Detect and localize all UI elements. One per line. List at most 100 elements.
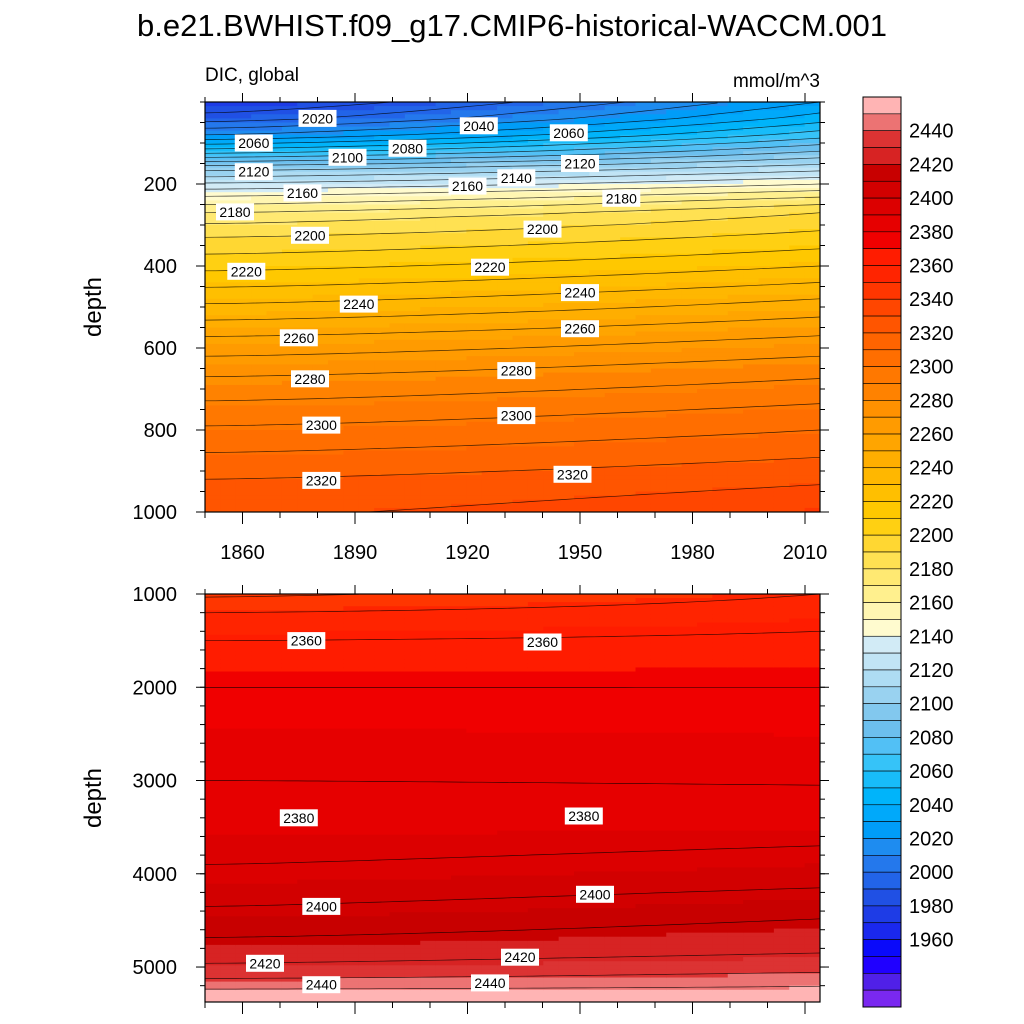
field-cell [266, 638, 283, 644]
field-cell [374, 356, 391, 361]
field-cell [205, 307, 221, 312]
field-cell [466, 233, 483, 238]
field-cell [773, 327, 790, 333]
field-cell [435, 110, 452, 115]
field-cell [650, 302, 667, 308]
field-cell [297, 499, 314, 505]
field-cell [758, 466, 775, 472]
field-cell [389, 163, 406, 169]
field-cell [604, 368, 621, 374]
field-cell [789, 450, 806, 456]
field-cell [251, 294, 268, 300]
field-cell [358, 159, 375, 165]
field-cell [481, 294, 498, 300]
field-cell [205, 225, 221, 230]
field-cell [220, 630, 237, 636]
field-cell [697, 331, 713, 337]
field-cell [743, 319, 760, 324]
field-cell [281, 687, 298, 693]
field-cell [205, 716, 221, 722]
field-cell [205, 389, 221, 394]
field-cell [404, 130, 421, 136]
field-cell [281, 655, 298, 660]
field-cell [743, 253, 760, 259]
field-cell [451, 376, 467, 382]
field-cell [604, 216, 621, 222]
field-cell [312, 728, 329, 734]
field-cell [281, 102, 298, 107]
field-cell [235, 298, 252, 304]
contour-line [205, 122, 820, 150]
field-cell [220, 981, 237, 987]
field-cell [497, 356, 514, 361]
field-cell [251, 430, 268, 435]
field-cell [604, 290, 621, 296]
field-cell [220, 380, 237, 386]
field-cell [435, 327, 452, 333]
field-cell [466, 302, 483, 308]
field-cell [404, 405, 421, 411]
field-cell [435, 216, 452, 222]
field-cell [205, 798, 221, 803]
field-cell [281, 368, 298, 374]
field-cell [358, 286, 375, 292]
contour-label-box [283, 184, 322, 202]
field-cell [205, 846, 221, 852]
field-cell [374, 274, 391, 279]
field-cell [804, 126, 820, 132]
field-cell [312, 204, 329, 210]
field-cell [773, 348, 790, 353]
field-cell [574, 450, 590, 456]
field-cell [389, 413, 406, 419]
field-cell [235, 900, 252, 905]
field-cell [481, 384, 498, 390]
field-cell [220, 622, 237, 628]
field-cell [681, 200, 698, 206]
field-cell [543, 167, 560, 173]
field-cell [220, 769, 237, 775]
field-cell [281, 761, 298, 766]
field-cell [251, 225, 268, 230]
field-cell [604, 491, 621, 497]
field-cell [281, 753, 298, 758]
field-cell [404, 499, 421, 505]
field-cell [697, 282, 713, 288]
field-cell [758, 167, 775, 173]
field-cell [435, 188, 452, 193]
field-cell [635, 110, 652, 115]
field-cell [358, 364, 375, 370]
contour-line [205, 230, 820, 255]
field-cell [235, 895, 252, 901]
field-cell [497, 307, 514, 312]
field-cell [697, 225, 713, 230]
field-cell [773, 122, 790, 128]
field-cell [512, 134, 529, 140]
field-cell [251, 806, 268, 811]
field-cell [743, 110, 760, 115]
field-cell [466, 249, 483, 255]
field-cell [804, 307, 820, 312]
field-cell [281, 740, 298, 746]
field-cell [697, 430, 713, 435]
field-cell [543, 434, 560, 439]
field-cell [235, 179, 252, 185]
field-cell [420, 495, 437, 501]
field-cell [743, 163, 760, 169]
field-cell [773, 220, 790, 226]
field-cell [773, 487, 790, 493]
field-cell [558, 233, 575, 238]
field-cell [205, 679, 221, 685]
field-cell [251, 916, 268, 921]
field-cell [527, 499, 544, 505]
field-cell [604, 241, 621, 247]
field-cell [558, 208, 575, 214]
field-cell [220, 278, 237, 283]
field-cell [512, 233, 529, 238]
field-cell [251, 319, 268, 324]
field-cell [404, 179, 421, 185]
field-cell [451, 122, 467, 128]
field-cell [727, 352, 744, 357]
field-cell [389, 298, 406, 304]
field-cell [404, 389, 421, 394]
field-cell [297, 716, 314, 722]
